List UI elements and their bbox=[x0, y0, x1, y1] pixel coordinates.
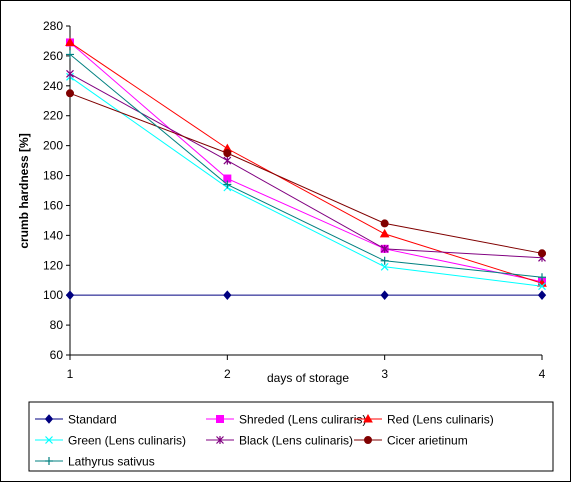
legend-item: Green (Lens culinaris) bbox=[35, 434, 186, 448]
legend-box bbox=[28, 401, 554, 472]
series-line bbox=[69, 54, 543, 278]
series-line bbox=[69, 42, 543, 284]
legend-marker bbox=[363, 413, 373, 423]
y-tick-label: 180 bbox=[43, 169, 63, 183]
data-point bbox=[223, 290, 232, 300]
data-point bbox=[65, 290, 75, 300]
data-point bbox=[537, 290, 547, 300]
series-0 bbox=[65, 290, 547, 300]
y-tick-label: 240 bbox=[43, 79, 63, 93]
data-point bbox=[538, 282, 546, 291]
legend-marker bbox=[216, 436, 224, 444]
legend-label: Lathyrus sativus bbox=[68, 455, 155, 469]
data-point bbox=[380, 290, 389, 300]
legend-label: Black (Lens culinaris) bbox=[239, 434, 353, 448]
y-tick-label: 100 bbox=[43, 288, 63, 302]
x-tick-label: 1 bbox=[67, 367, 74, 381]
series-line bbox=[69, 76, 543, 287]
x-tick-label: 3 bbox=[381, 367, 388, 381]
series-4 bbox=[66, 69, 546, 262]
data-point bbox=[380, 256, 389, 265]
x-axis-label: days of storage bbox=[267, 371, 349, 385]
legend-label: Green (Lens culinaris) bbox=[68, 434, 186, 448]
legend-marker bbox=[216, 415, 224, 423]
legend-item: Shreded (Lens culiraris) bbox=[206, 413, 366, 427]
series-2 bbox=[65, 37, 547, 287]
data-point bbox=[66, 69, 74, 78]
y-tick-label: 160 bbox=[43, 198, 63, 212]
series-6 bbox=[66, 50, 546, 282]
data-point bbox=[380, 244, 389, 253]
y-tick-label: 220 bbox=[43, 109, 63, 123]
y-tick-label: 140 bbox=[43, 228, 63, 242]
y-tick-label: 80 bbox=[50, 318, 64, 332]
legend-label: Shreded (Lens culiraris) bbox=[239, 413, 366, 427]
series-line bbox=[69, 73, 543, 259]
legend-item: Red (Lens culinaris) bbox=[354, 413, 494, 427]
legend-marker bbox=[364, 436, 372, 444]
data-point bbox=[223, 156, 232, 165]
legend-label: Cicer arietinum bbox=[387, 434, 468, 448]
legend-marker bbox=[44, 414, 54, 424]
series-5 bbox=[66, 89, 546, 258]
data-point bbox=[380, 219, 389, 228]
data-point bbox=[66, 89, 74, 98]
data-point bbox=[66, 50, 74, 59]
data-point bbox=[538, 249, 546, 258]
legend-label: Red (Lens culinaris) bbox=[387, 413, 494, 427]
legend: Standard Shreded (Lens culiraris) Red (Len… bbox=[28, 401, 554, 472]
series-1 bbox=[66, 38, 546, 286]
y-tick-label: 60 bbox=[50, 348, 64, 362]
y-tick-label: 120 bbox=[43, 258, 63, 272]
series-line bbox=[69, 92, 543, 254]
y-tick-label: 260 bbox=[43, 49, 63, 63]
legend-item: Standard bbox=[35, 413, 117, 427]
series-lines bbox=[65, 37, 547, 300]
data-point bbox=[223, 149, 232, 158]
legend-label: Standard bbox=[68, 413, 117, 427]
legend-marker bbox=[45, 457, 53, 465]
series-line bbox=[69, 42, 543, 283]
data-point bbox=[379, 228, 390, 238]
legend-item: Cicer arietinum bbox=[354, 434, 468, 448]
data-point bbox=[380, 262, 389, 271]
axes: 60 80 100 120 140 160 180 200 220 240 260 280 1 2 3 4 bbox=[43, 19, 546, 381]
legend-item: Lathyrus sativus bbox=[35, 455, 155, 469]
series-3 bbox=[66, 72, 546, 291]
data-point bbox=[65, 37, 75, 46]
legend-item: Black (Lens culinaris) bbox=[206, 434, 353, 448]
y-tick-label: 280 bbox=[43, 19, 63, 33]
legend-marker bbox=[45, 436, 53, 444]
x-tick-label: 4 bbox=[539, 367, 546, 381]
x-tick-label: 2 bbox=[224, 367, 231, 381]
data-point bbox=[538, 273, 546, 282]
y-axis-label: crumb hardness [%] bbox=[17, 133, 31, 248]
data-point bbox=[223, 180, 232, 189]
y-tick-label: 200 bbox=[43, 139, 63, 153]
